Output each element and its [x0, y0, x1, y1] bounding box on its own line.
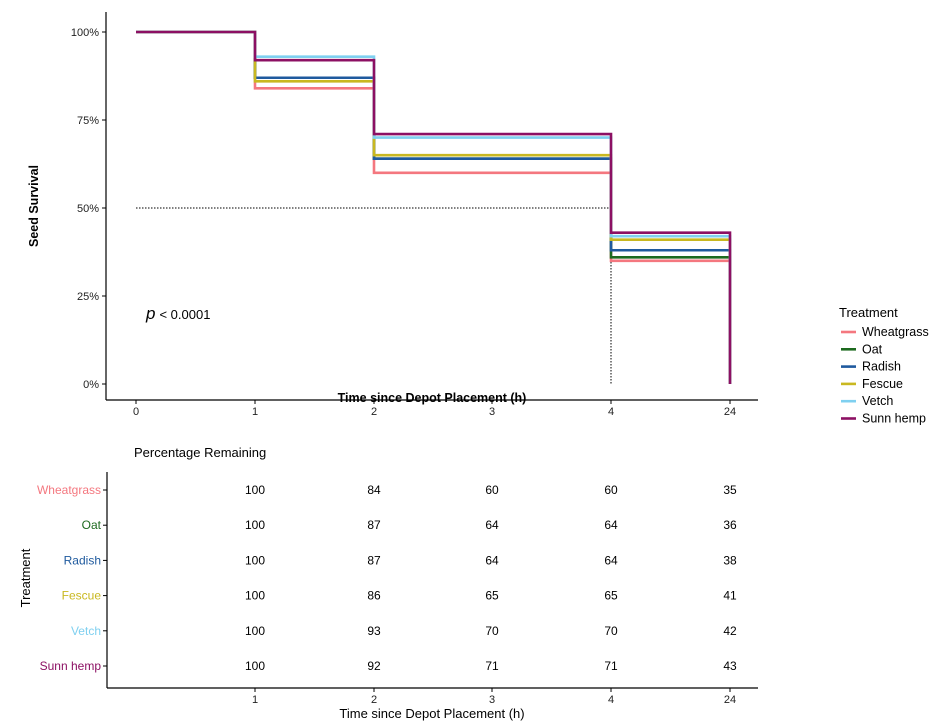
x-tick-label: 0: [133, 406, 139, 418]
table-cell: 70: [604, 624, 618, 638]
y-axis-title: Seed Survival: [27, 165, 41, 247]
p-value-annotation: p < 0.0001: [145, 304, 210, 323]
table-cell: 60: [485, 483, 499, 497]
legend-label: Radish: [862, 360, 901, 374]
table-cell: 60: [604, 483, 618, 497]
table-x-tick-label: 24: [724, 694, 736, 706]
x-tick-label: 4: [608, 406, 614, 418]
table-row-label: Sunn hemp: [40, 659, 102, 673]
table-cell: 64: [604, 553, 618, 567]
table-x-tick-label: 4: [608, 694, 614, 706]
table-y-axis-title: Treatment: [18, 548, 33, 607]
legend-title: Treatment: [839, 305, 898, 320]
risk-table: Percentage Remaining Wheatgrass 100 84 60 60 3…: [18, 445, 758, 721]
legend-label: Fescue: [862, 377, 903, 391]
table-cell: 71: [604, 659, 618, 673]
table-cell: 92: [367, 659, 381, 673]
legend-label: Vetch: [862, 394, 893, 408]
y-tick-label: 50%: [77, 203, 99, 215]
survival-curve-sunn-hemp: [136, 30, 732, 384]
table-cell: 100: [245, 589, 265, 603]
table-row-label: Wheatgrass: [37, 483, 101, 497]
table-cell: 100: [245, 483, 265, 497]
table-cell: 84: [367, 483, 381, 497]
table-cell: 100: [245, 659, 265, 673]
table-row-label: Radish: [64, 553, 101, 567]
x-tick-label: 24: [724, 406, 736, 418]
table-x-tick-label: 3: [489, 694, 495, 706]
table-cell: 86: [367, 589, 381, 603]
table-cell: 64: [485, 518, 499, 532]
table-cell: 87: [367, 553, 381, 567]
legend-label: Sunn hemp: [862, 412, 926, 426]
table-cell: 42: [723, 624, 737, 638]
table-cell: 36: [723, 518, 737, 532]
table-x-axis-title: Time since Depot Placement (h): [339, 706, 524, 721]
legend-label: Oat: [862, 342, 883, 356]
x-tick-label: 1: [252, 406, 258, 418]
table-cell: 71: [485, 659, 499, 673]
survival-plot: 0% 25% 50% 75% 100% 0 1 2 3 4 24 Time since Depot P…: [27, 12, 758, 418]
table-cell: 70: [485, 624, 499, 638]
legend-label: Wheatgrass: [862, 325, 929, 339]
table-row-label: Vetch: [71, 624, 101, 638]
table-cell: 100: [245, 518, 265, 532]
legend: Treatment Wheatgrass Oat Radish Fescue Vetch S…: [839, 305, 929, 426]
table-cell: 87: [367, 518, 381, 532]
table-row-label: Fescue: [62, 589, 102, 603]
table-cell: 41: [723, 589, 737, 603]
table-x-tick-label: 1: [252, 694, 258, 706]
x-tick-label: 2: [371, 406, 377, 418]
table-cell: 38: [723, 553, 737, 567]
table-cell: 65: [485, 589, 499, 603]
y-tick-label: 75%: [77, 115, 99, 127]
table-cell: 43: [723, 659, 737, 673]
x-axis-title: Time since Depot Placement (h): [338, 391, 527, 405]
table-cell: 93: [367, 624, 381, 638]
table-cell: 100: [245, 624, 265, 638]
table-cell: 65: [604, 589, 618, 603]
y-tick-label: 0%: [83, 379, 99, 391]
x-tick-label: 3: [489, 406, 495, 418]
table-cell: 64: [604, 518, 618, 532]
table-cell: 35: [723, 483, 737, 497]
y-tick-label: 25%: [77, 291, 99, 303]
table-cell: 100: [245, 553, 265, 567]
table-cell: 64: [485, 553, 499, 567]
table-title: Percentage Remaining: [134, 445, 266, 460]
y-tick-label: 100%: [71, 27, 99, 39]
table-row-label: Oat: [82, 518, 102, 532]
table-x-tick-label: 2: [371, 694, 377, 706]
